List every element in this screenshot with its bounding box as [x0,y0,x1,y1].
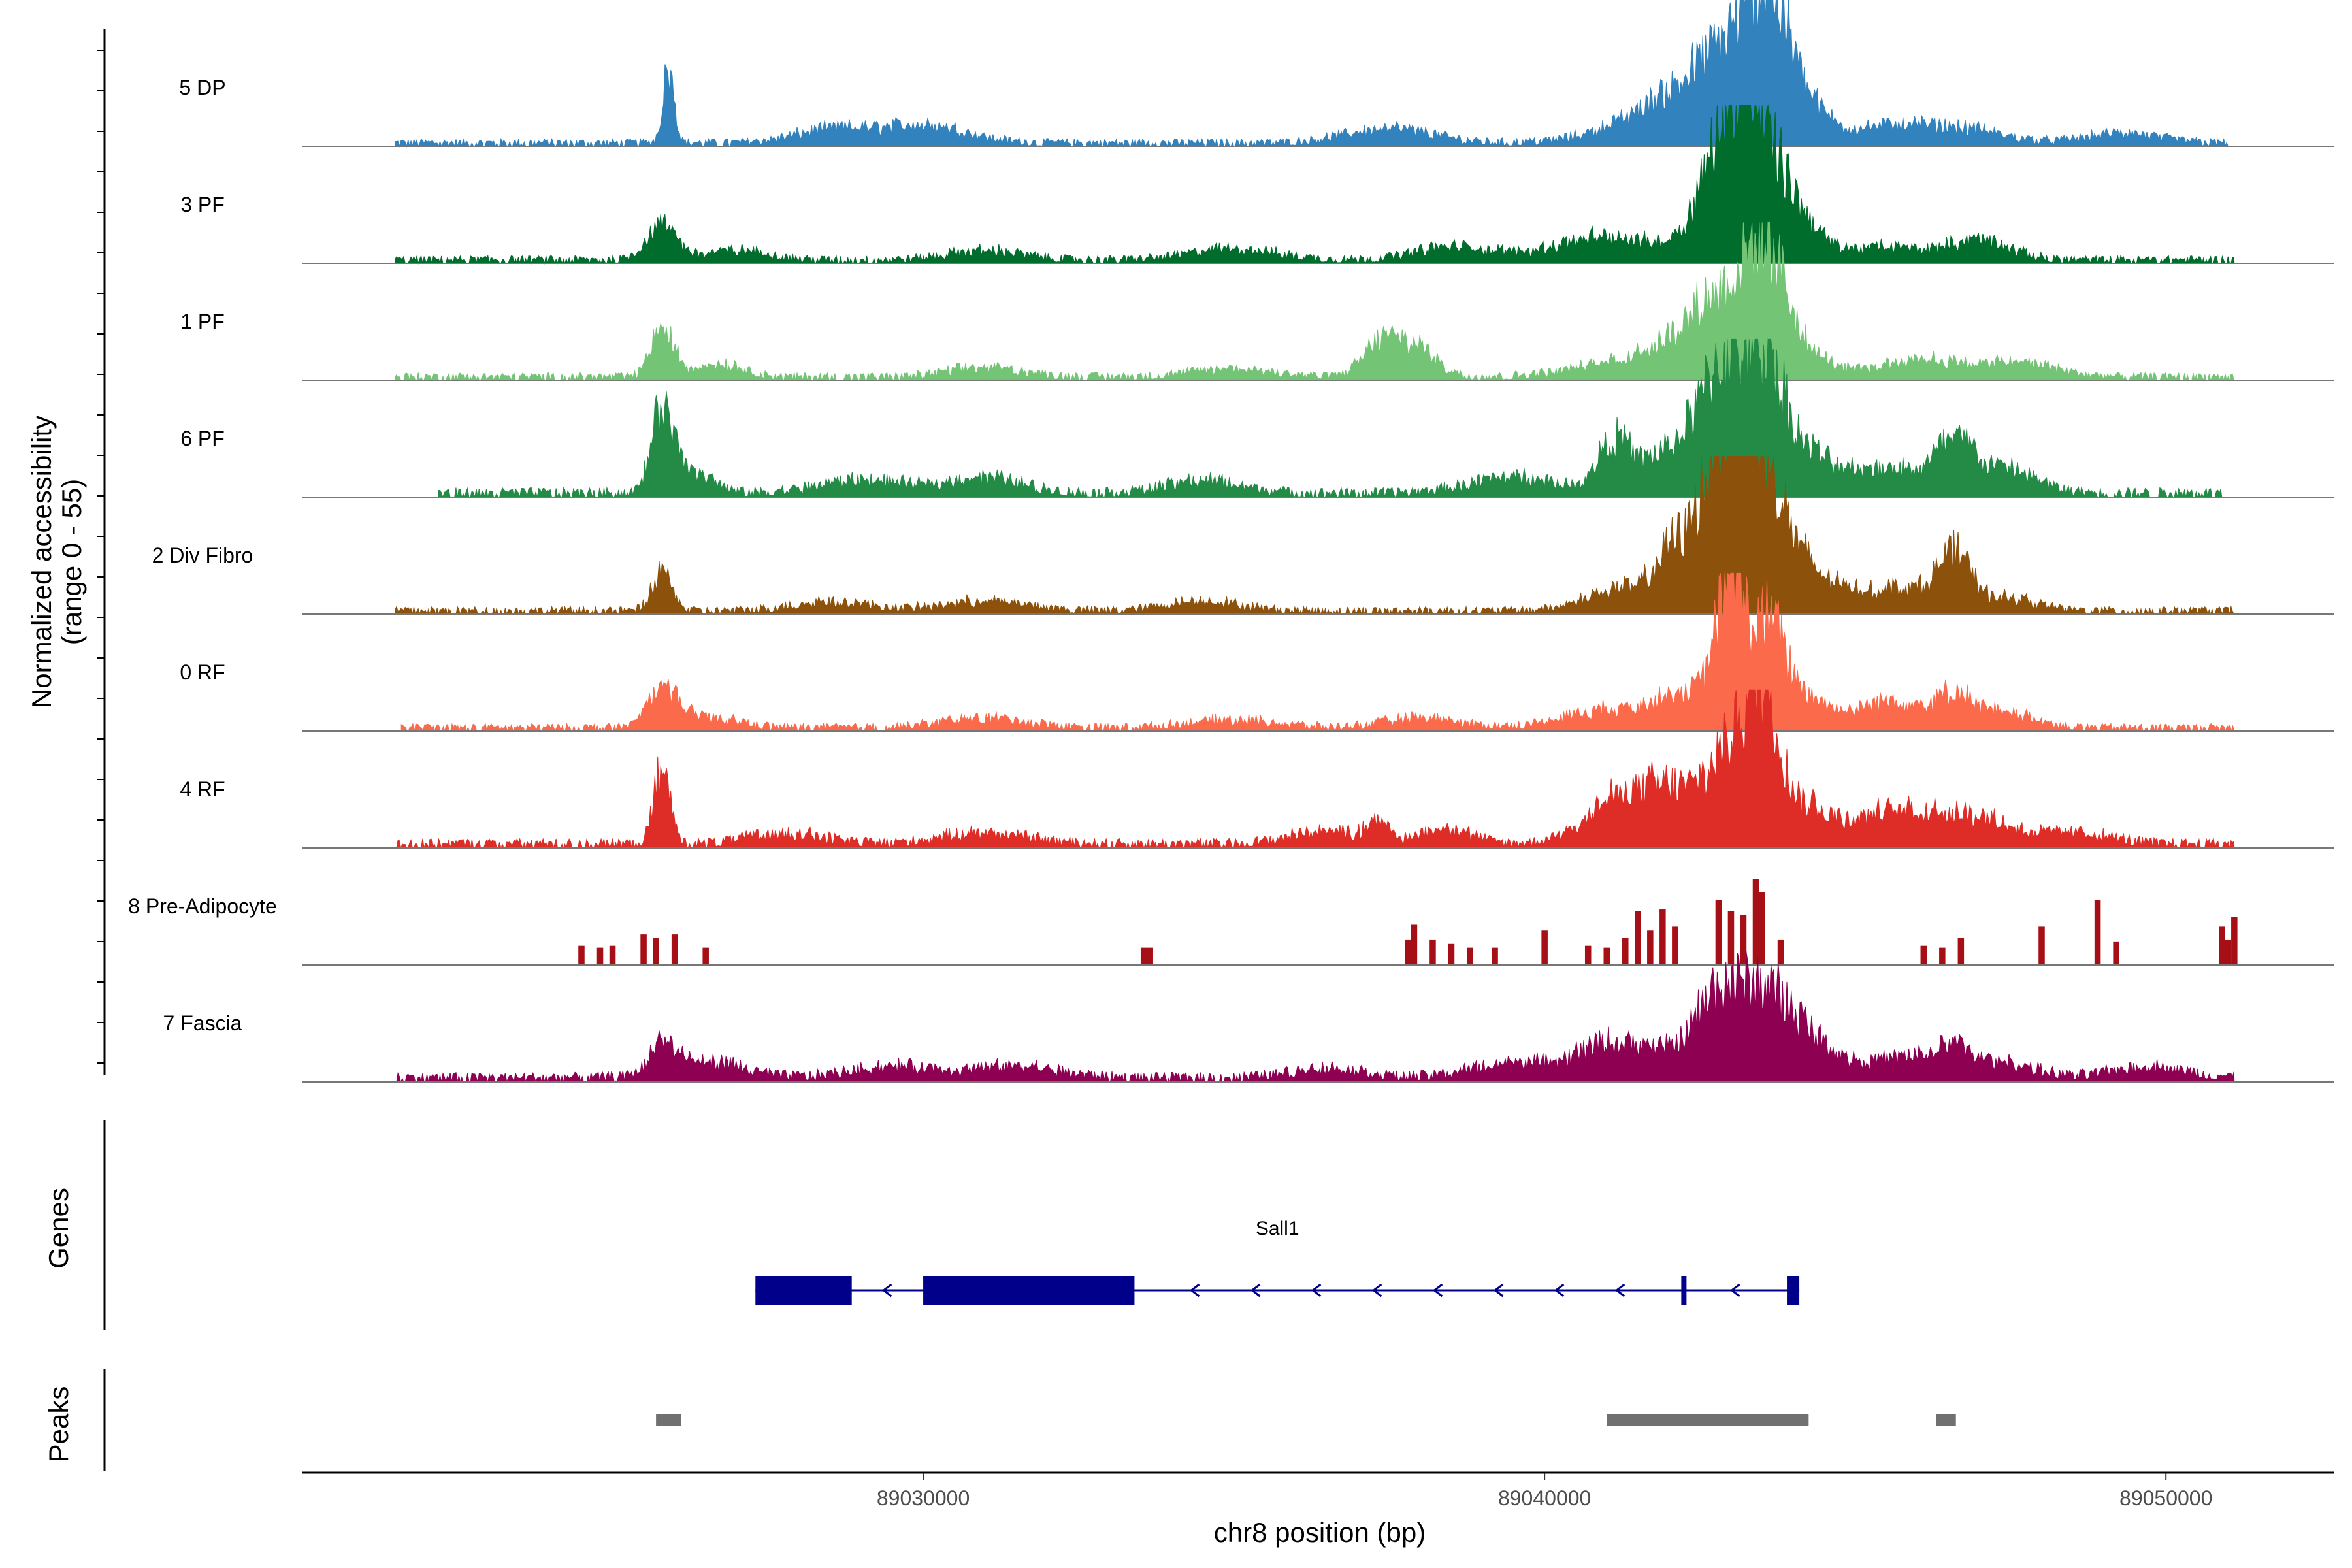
coverage-y-axis [97,29,106,1075]
gene-exon [755,1276,852,1305]
coverage-bar [1405,939,1411,965]
coverage-area [395,951,2235,1083]
coverage-bar [653,938,659,965]
coverage-bar [1939,947,1946,965]
x-tick-label: 89030000 [877,1486,970,1510]
track-1-pf: 1 PF [180,221,2334,382]
coverage-bar [1429,939,1436,965]
track-3-pf: 3 PF [180,104,2334,265]
peak-region [656,1414,681,1426]
coverage-bar [1647,930,1654,965]
gene-exon [923,1276,1135,1305]
coverage-bar [1777,939,1784,965]
coverage-bar [2038,926,2045,965]
coverage-bar [1635,911,1641,965]
track-8-pre-adipocyte: 8 Pre-Adipocyte [128,879,2334,966]
track-label: 0 RF [180,661,225,684]
peaks-panel-title: Peaks [43,1386,74,1463]
coverage-area [438,338,2223,498]
track-label: 7 Fascia [163,1011,242,1035]
coverage-bar [1541,930,1548,965]
coverage-bar [702,947,709,965]
coverage-bar [596,947,604,965]
track-label: 8 Pre-Adipocyte [128,894,277,918]
track-label: 1 PF [180,310,225,333]
track-6-pf: 6 PF [180,338,2334,498]
coverage-area [395,104,2235,265]
gene-name-label: Sall1 [1256,1218,1299,1239]
genes-panel-title: Genes [43,1188,74,1269]
track-label: 3 PF [180,193,225,216]
x-axis-title: chr8 position (bp) [1214,1517,1426,1548]
coverage-bar [1759,892,1765,965]
peak-region [1607,1414,1809,1426]
track-label: 6 PF [180,427,225,450]
coverage-bar [2094,900,2101,965]
strand-arrow [1614,1283,1625,1298]
coverage-bar [609,945,616,965]
track-label: 5 DP [179,76,225,99]
gene-exon [1681,1276,1687,1305]
track-4-rf: 4 RF [180,689,2334,849]
strand-arrow [1371,1283,1382,1298]
coverage-bar [578,945,585,965]
gene-model: Sall1 [755,1218,1800,1305]
coverage-bar [1659,909,1666,965]
strand-arrow [1311,1283,1322,1298]
coverage-bar [1672,926,1678,965]
strand-arrow [881,1283,892,1298]
coverage-area [395,455,2234,615]
peaks-track: Peaks [43,1369,1956,1471]
coverage-bar [2113,941,2119,965]
strand-arrow [1554,1283,1565,1298]
coverage-bar [1727,911,1735,965]
strand-arrow [1493,1283,1504,1298]
coverage-bar [640,934,647,965]
track-label: 2 Div Fibro [152,544,253,567]
coverage-bar [1448,943,1455,965]
y-axis-title-line-1: Normalized accessibility [26,416,57,708]
coverage-bar [1467,947,1473,965]
y-axis-title-line-2: (range 0 - 55) [56,479,87,645]
track-0-rf: 0 RF [180,572,2334,732]
coverage-bar [1715,900,1722,965]
peak-region [1936,1414,1956,1426]
coverage-bar [1957,938,1965,965]
coverage-bar [1622,938,1629,965]
gene-exon [1787,1276,1800,1305]
gene-track: Genes Sall1 [43,1120,1800,1330]
coverage-area [400,572,2235,732]
track-label: 4 RF [180,777,225,801]
coverage-bar [1920,945,1927,965]
coverage-bar [1584,945,1592,965]
coverage-bar [2225,939,2232,965]
track-2-div-fibro: 2 Div Fibro [152,455,2334,615]
coverage-bar [2219,926,2225,965]
x-tick-label: 89040000 [1498,1486,1591,1510]
coverage-bar [1411,924,1418,965]
track-7-fascia: 7 Fascia [163,951,2334,1083]
coverage-area [395,689,2235,849]
coverage-bar [1140,947,1153,965]
coverage-area [395,221,2234,382]
strand-arrow [1730,1283,1740,1298]
strand-arrow [1432,1283,1443,1298]
coverage-bar [1492,947,1498,965]
coverage-bar [671,934,678,965]
coverage-tracks: 5 DP 3 PF 1 PF 6 PF 2 Div Fibro 0 RF 4 RF 8 Pre… [128,0,2334,1083]
coverage-bar [2231,917,2238,965]
coverage-bar [1603,947,1610,965]
coverage-bar [1740,915,1747,965]
x-tick-label: 89050000 [2119,1486,2212,1510]
strand-arrow [1250,1283,1261,1298]
track-5-dp: 5 DP [179,0,2334,148]
strand-arrow [1189,1283,1200,1298]
coverage-area [395,0,2229,148]
x-axis: chr8 position (bp) 89030000 89040000 89050… [302,1471,2334,1548]
coverage-bar [1752,879,1759,965]
y-axis-title: Normalized accessibility (range 0 - 55) [26,416,87,708]
